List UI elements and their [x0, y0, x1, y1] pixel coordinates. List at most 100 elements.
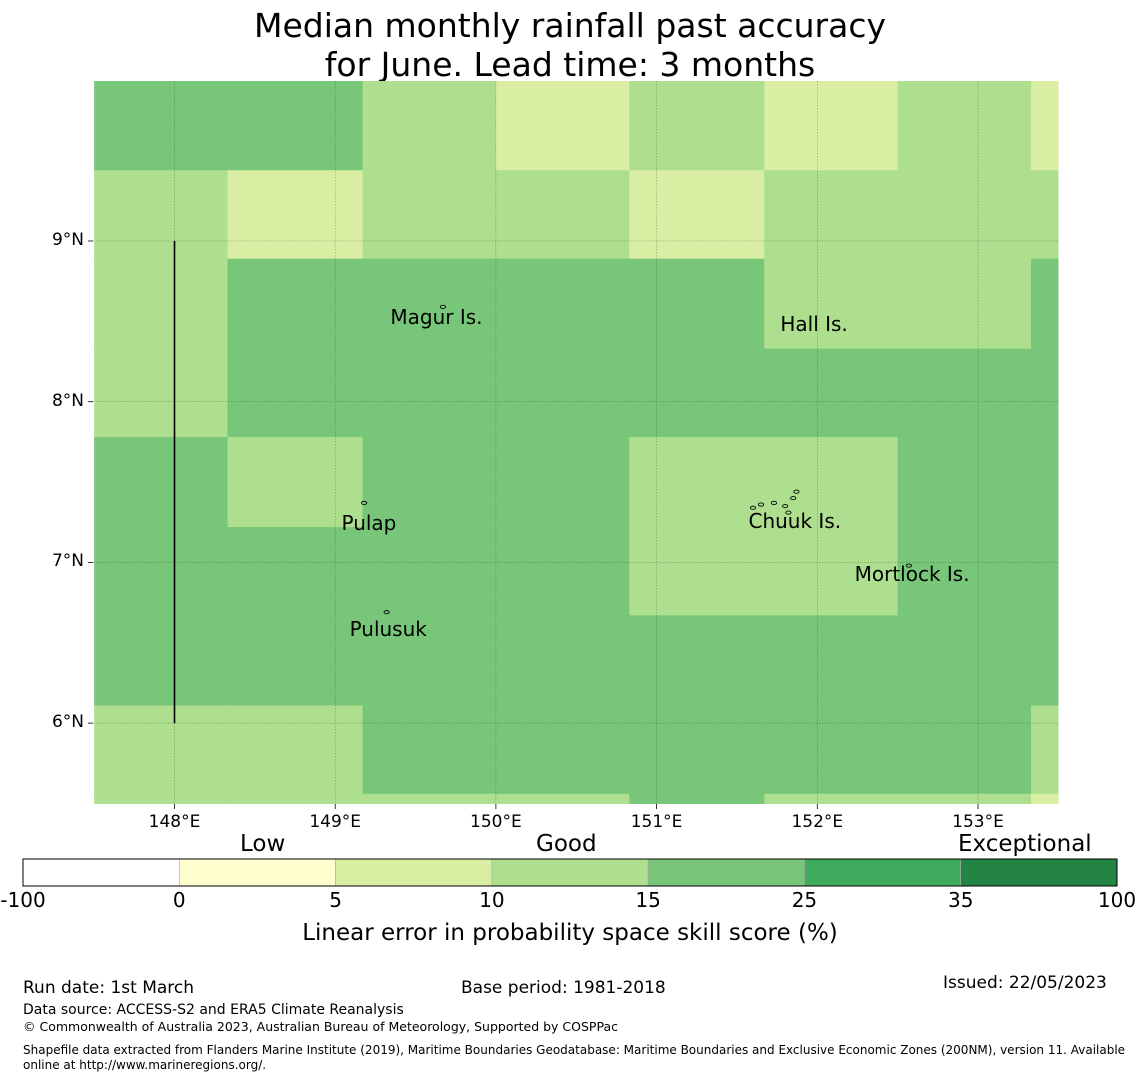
colorbar — [22, 858, 1118, 887]
grid-cell — [94, 615, 229, 706]
grid-cell — [764, 527, 899, 616]
colorbar-frame — [22, 858, 1118, 887]
place-label: Chuuk Is. — [748, 509, 842, 534]
place-label: Hall Is. — [780, 311, 848, 336]
grid-cell — [764, 258, 899, 350]
map-title-line1: Median monthly rainfall past accuracy — [253, 6, 887, 45]
grid-cell — [94, 258, 229, 350]
map-title-line2: for June. Lead time: 3 months — [324, 45, 816, 84]
grid-cell — [227, 615, 364, 706]
lat-tick-label: 6°N — [51, 712, 84, 733]
grid-cell — [629, 170, 765, 260]
lon-tick-label: 151°E — [630, 812, 683, 832]
category-low: Low — [240, 831, 286, 857]
island-marker — [782, 504, 789, 509]
grid-cell — [897, 705, 1032, 795]
grid-cell — [227, 348, 364, 438]
base-period: Base period: 1981-2018 — [461, 978, 666, 998]
place-label: Mortlock Is. — [854, 562, 970, 587]
grid-cell — [495, 81, 630, 171]
grid-cell — [495, 348, 630, 438]
grid-cell — [764, 705, 899, 795]
grid-cell — [897, 81, 1032, 171]
colorbar-tick-label: 35 — [947, 888, 974, 912]
grid-cell — [629, 348, 765, 438]
grid-cell — [897, 258, 1032, 350]
colorbar-segment — [647, 858, 805, 887]
grid-cell — [897, 615, 1032, 706]
shapefile-credit-line1: Shapefile data extracted from Flanders M… — [23, 1043, 1126, 1057]
category-good: Good — [536, 831, 597, 857]
colorbar-segment — [491, 858, 649, 887]
grid-cell — [764, 170, 899, 260]
grid-cell — [362, 437, 497, 528]
grid-cell — [764, 348, 899, 438]
grid-cell — [227, 170, 364, 260]
island-marker — [905, 563, 912, 568]
grid-cell — [495, 705, 630, 795]
grid-cell — [1031, 258, 1059, 350]
grid-cell — [1031, 793, 1059, 804]
grid-cell — [764, 615, 899, 706]
grid-cell — [227, 527, 364, 616]
lon-tick-label: 148°E — [148, 812, 201, 832]
colorbar-tick-label: 5 — [329, 888, 342, 912]
colorbar-tick-label: 10 — [479, 888, 505, 912]
run-date: Run date: 1st March — [23, 978, 195, 998]
colorbar-tick-label: 0 — [172, 888, 186, 912]
colorbar-segment — [960, 858, 1118, 887]
grid-cell — [495, 170, 630, 260]
grid-cell — [629, 81, 765, 171]
grid-cell — [1031, 170, 1059, 260]
lat-tick-label: 8°N — [51, 390, 84, 411]
grid-cell — [362, 170, 497, 260]
grid-cell — [1031, 348, 1059, 438]
grid-cell — [764, 437, 899, 528]
grid-cell — [629, 615, 765, 706]
grid-cell — [897, 348, 1032, 438]
place-label: Pulusuk — [349, 616, 427, 641]
grid-cell — [94, 793, 229, 804]
colorbar-tick-label: -100 — [0, 888, 46, 912]
island-marker — [793, 489, 800, 494]
grid-cell — [227, 793, 364, 804]
lat-tick-label: 7°N — [51, 551, 84, 572]
grid-cell — [362, 793, 497, 804]
grid-cell — [897, 170, 1032, 260]
place-label: Magur Is. — [390, 305, 483, 330]
copyright: © Commonwealth of Australia 2023, Austra… — [23, 1019, 618, 1034]
grid-cell — [629, 437, 765, 528]
grid-cell — [495, 258, 630, 350]
colorbar-tick-label: 15 — [635, 888, 661, 912]
colorbar-label: Linear error in probability space skill … — [302, 920, 838, 946]
grid-cell — [495, 527, 630, 616]
grid-cell — [94, 170, 229, 260]
island-marker — [785, 510, 792, 515]
grid-cell — [629, 258, 765, 350]
grid-cell — [1031, 705, 1059, 795]
island-marker — [383, 610, 390, 615]
lon-tick-label: 152°E — [791, 812, 844, 832]
island-marker — [361, 500, 368, 505]
issued-date: Issued: 22/05/2023 — [943, 973, 1107, 993]
grid-cell — [94, 527, 229, 616]
skill-grid — [94, 81, 1059, 804]
lon-tick-label: 149°E — [309, 812, 362, 832]
island-marker — [790, 496, 797, 501]
colorbar-segment — [178, 858, 336, 887]
colorbar-tick-label: 100 — [1097, 888, 1137, 912]
grid-cell — [227, 437, 364, 528]
colorbar-segment — [335, 858, 493, 887]
lon-tick-label: 150°E — [470, 812, 522, 832]
colorbar-segment — [22, 858, 180, 887]
grid-cell — [362, 348, 497, 438]
grid-cell — [764, 81, 899, 171]
lat-tick-label: 9°N — [51, 230, 84, 250]
grid-cell — [897, 437, 1032, 528]
grid-cell — [764, 793, 899, 804]
grid-cell — [495, 793, 630, 804]
island-marker — [758, 502, 765, 507]
island-marker — [770, 500, 777, 505]
grid-cell — [629, 793, 765, 804]
grid-cell — [227, 81, 364, 171]
